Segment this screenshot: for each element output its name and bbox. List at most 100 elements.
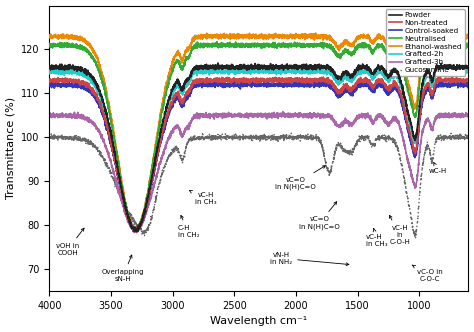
- Text: C-H
in CH₂: C-H in CH₂: [178, 215, 199, 238]
- Gucosamine: [118, 199, 124, 203]
- Grafted-2h: [248, 68, 254, 72]
- Grafted-3h: [73, 114, 78, 118]
- Control-soaked: [179, 105, 184, 109]
- Control-soaked: [46, 81, 52, 85]
- Powder: [217, 65, 223, 69]
- Gucosamine: [248, 136, 254, 140]
- Text: νC=O
in N(H)C=O: νC=O in N(H)C=O: [299, 202, 340, 230]
- Non-treated: [92, 91, 98, 95]
- Grafted-2h: [217, 69, 222, 73]
- Non-treated: [217, 76, 222, 80]
- Line: Neutralised: Neutralised: [49, 42, 468, 231]
- Ethanol-washed: [92, 51, 98, 55]
- Powder: [248, 64, 254, 68]
- Control-soaked: [359, 79, 365, 83]
- Neutralised: [465, 41, 471, 45]
- Ethanol-washed: [248, 34, 254, 38]
- Grafted-3h: [465, 114, 471, 118]
- Gucosamine: [465, 135, 471, 139]
- Gucosamine: [217, 133, 222, 137]
- Non-treated: [320, 75, 326, 79]
- Neutralised: [73, 44, 78, 48]
- Text: vC-H
in CH₃: vC-H in CH₃: [366, 228, 388, 247]
- Grafted-2h: [118, 184, 124, 188]
- Powder: [92, 78, 98, 82]
- Control-soaked: [118, 190, 124, 194]
- Neutralised: [46, 42, 52, 45]
- Ethanol-washed: [118, 175, 124, 179]
- Line: Ethanol-washed: Ethanol-washed: [49, 33, 468, 231]
- Neutralised: [248, 43, 254, 47]
- Control-soaked: [465, 83, 471, 87]
- Grafted-3h: [179, 134, 184, 138]
- Non-treated: [179, 99, 184, 103]
- Line: Powder: Powder: [49, 63, 468, 231]
- Control-soaked: [92, 95, 98, 99]
- Neutralised: [179, 67, 184, 71]
- Neutralised: [217, 43, 222, 47]
- Text: νC-H
in CH₃: νC-H in CH₃: [190, 191, 217, 206]
- Non-treated: [134, 231, 139, 235]
- Grafted-3h: [118, 196, 124, 200]
- Powder: [179, 86, 184, 90]
- Gucosamine: [73, 137, 78, 141]
- Line: Grafted-3h: Grafted-3h: [49, 112, 468, 232]
- Text: wC-H: wC-H: [429, 163, 447, 174]
- Grafted-2h: [134, 229, 140, 233]
- Grafted-2h: [92, 84, 98, 88]
- Y-axis label: Transmittance (%): Transmittance (%): [6, 97, 16, 200]
- Powder: [465, 67, 471, 71]
- Text: vN-H
in NH₂: vN-H in NH₂: [270, 252, 349, 266]
- Grafted-3h: [132, 230, 137, 234]
- Control-soaked: [130, 230, 136, 234]
- Powder: [46, 66, 52, 70]
- Grafted-3h: [248, 114, 254, 118]
- Control-soaked: [73, 86, 78, 90]
- Control-soaked: [217, 82, 222, 86]
- Grafted-2h: [179, 90, 184, 94]
- Ethanol-washed: [46, 35, 52, 39]
- Control-soaked: [248, 83, 254, 87]
- Powder: [132, 229, 137, 233]
- Non-treated: [465, 78, 471, 82]
- Text: νC=O
in N(H)C=O: νC=O in N(H)C=O: [275, 166, 325, 191]
- Non-treated: [248, 79, 254, 83]
- Legend: Powder, Non-treated, Control-soaked, Neutralised, Ethanol-washed, Grafted-2h, Gr: Powder, Non-treated, Control-soaked, Neu…: [386, 9, 465, 76]
- Grafted-3h: [217, 113, 222, 117]
- Gucosamine: [288, 131, 294, 135]
- Text: vC-H
in
C-O-H: vC-H in C-O-H: [390, 215, 410, 245]
- Text: vC-O in
C-O-C: vC-O in C-O-C: [412, 265, 443, 282]
- Powder: [215, 61, 221, 65]
- Ethanol-washed: [465, 35, 471, 39]
- Neutralised: [133, 229, 138, 233]
- Non-treated: [46, 79, 52, 83]
- Grafted-2h: [465, 69, 471, 73]
- Grafted-2h: [46, 70, 52, 74]
- Powder: [118, 184, 124, 188]
- Ethanol-washed: [132, 229, 138, 233]
- Powder: [73, 66, 78, 70]
- Ethanol-washed: [179, 59, 184, 63]
- Ethanol-washed: [313, 31, 319, 35]
- Line: Control-soaked: Control-soaked: [49, 81, 468, 232]
- Ethanol-washed: [217, 34, 222, 38]
- Gucosamine: [46, 136, 52, 140]
- Neutralised: [118, 179, 124, 183]
- Gucosamine: [179, 153, 184, 157]
- Grafted-3h: [92, 123, 98, 127]
- Text: Overlapping
sN-H: Overlapping sN-H: [102, 255, 145, 282]
- Ethanol-washed: [73, 38, 78, 42]
- Neutralised: [92, 60, 98, 64]
- Gucosamine: [413, 236, 419, 240]
- Line: Grafted-2h: Grafted-2h: [49, 68, 468, 231]
- Grafted-3h: [46, 115, 52, 119]
- X-axis label: Wavelength cm⁻¹: Wavelength cm⁻¹: [210, 316, 308, 326]
- Text: νOH in
COOH: νOH in COOH: [56, 228, 84, 256]
- Non-treated: [118, 187, 124, 191]
- Gucosamine: [92, 145, 98, 149]
- Grafted-3h: [280, 110, 286, 114]
- Grafted-2h: [73, 69, 78, 73]
- Neutralised: [449, 40, 455, 43]
- Line: Non-treated: Non-treated: [49, 77, 468, 233]
- Grafted-2h: [229, 66, 235, 70]
